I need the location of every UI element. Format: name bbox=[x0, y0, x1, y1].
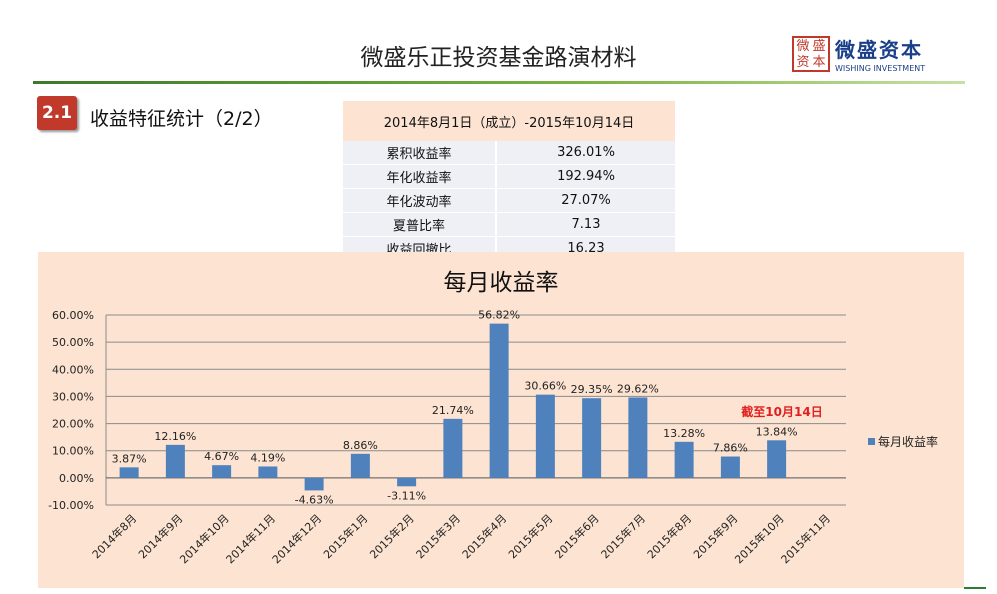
bar bbox=[582, 398, 602, 478]
data-label: 3.87% bbox=[112, 452, 147, 465]
stat-value: 326.01% bbox=[496, 141, 675, 165]
x-tick-label: 2015年2月 bbox=[367, 511, 417, 561]
logo-name: 微盛资本 bbox=[835, 38, 923, 62]
chart-annotation: 截至10月14日 bbox=[741, 404, 822, 419]
data-label: -3.11% bbox=[387, 489, 426, 502]
table-row: 年化收益率 192.94% bbox=[343, 164, 675, 189]
y-tick-label: 60.00% bbox=[52, 309, 94, 322]
footer-accent-line bbox=[964, 587, 986, 589]
data-label: 4.19% bbox=[250, 451, 285, 464]
bar bbox=[767, 440, 787, 478]
stat-value: 27.07% bbox=[496, 188, 675, 213]
logo-seal-char: 盛 bbox=[812, 39, 826, 54]
y-tick-label: 20.00% bbox=[52, 418, 94, 431]
monthly-return-chart: 每月收益率 -10.00% 0.00% 10.00% 20.00% 30.00% 40.0… bbox=[48, 270, 938, 566]
y-tick-label: 30.00% bbox=[52, 390, 94, 403]
y-tick-label: -10.00% bbox=[48, 499, 94, 512]
legend-swatch bbox=[868, 438, 875, 445]
x-tick-label: 2014年12月 bbox=[269, 511, 324, 566]
x-tick-label: 2015年6月 bbox=[552, 511, 602, 561]
chart-panel: 每月收益率 -10.00% 0.00% 10.00% 20.00% 30.00% 40.0… bbox=[38, 252, 964, 588]
data-label: 29.35% bbox=[571, 383, 613, 396]
bar bbox=[304, 477, 324, 491]
data-label: 7.86% bbox=[713, 442, 748, 455]
bar bbox=[212, 465, 232, 478]
logo-english: WISHING INVESTMENT bbox=[835, 64, 926, 73]
section-label: 收益特征统计（2/2） bbox=[90, 108, 273, 130]
table-row: 年化波动率 27.07% bbox=[343, 188, 675, 213]
stat-label: 夏普比率 bbox=[343, 212, 497, 237]
stat-value: 192.94% bbox=[496, 164, 675, 189]
x-tick-label: 2014年9月 bbox=[135, 511, 185, 561]
stat-label: 年化波动率 bbox=[343, 188, 497, 213]
data-label: 29.62% bbox=[617, 382, 659, 395]
y-tick-label: 0.00% bbox=[59, 472, 94, 485]
bar bbox=[350, 453, 370, 478]
page-title: 微盛乐正投资基金路演材料 bbox=[360, 45, 637, 71]
stat-label: 累积收益率 bbox=[343, 141, 497, 165]
x-tick-label: 2015年7月 bbox=[598, 511, 648, 561]
data-label: 13.28% bbox=[663, 427, 705, 440]
stat-label: 年化收益率 bbox=[343, 164, 497, 189]
data-label: 30.66% bbox=[524, 380, 566, 393]
logo-seal-char: 微 bbox=[796, 39, 810, 54]
bar bbox=[535, 394, 555, 478]
bar bbox=[628, 397, 648, 478]
data-label: 21.74% bbox=[432, 404, 474, 417]
data-label: 12.16% bbox=[154, 430, 196, 443]
table-row: 累积收益率 326.01% bbox=[343, 141, 675, 165]
y-tick-label: 50.00% bbox=[52, 336, 94, 349]
bar bbox=[119, 467, 139, 478]
table-row: 夏普比率 7.13 bbox=[343, 212, 675, 237]
data-label: 8.86% bbox=[343, 439, 378, 452]
bar bbox=[489, 323, 509, 478]
bar bbox=[674, 441, 694, 478]
bar bbox=[165, 444, 185, 478]
x-tick-label: 2015年3月 bbox=[413, 511, 463, 561]
logo-seal: 微 盛 资 本 bbox=[792, 36, 830, 72]
bar bbox=[720, 456, 740, 478]
bar bbox=[443, 418, 463, 478]
logo-seal-char: 资 bbox=[796, 55, 810, 70]
x-tick-label: 2015年9月 bbox=[690, 511, 740, 561]
stats-table-header: 2014年8月1日（成立）-2015年10月14日 bbox=[343, 101, 675, 141]
data-label: 13.84% bbox=[756, 425, 798, 438]
chart-title: 每月收益率 bbox=[444, 270, 559, 296]
stat-value: 7.13 bbox=[496, 212, 675, 237]
x-tick-label: 2015年1月 bbox=[320, 511, 370, 561]
x-tick-label: 2014年8月 bbox=[89, 511, 139, 561]
bar bbox=[397, 477, 417, 487]
data-label: 56.82% bbox=[478, 309, 520, 322]
stats-table: 2014年8月1日（成立）-2015年10月14日 累积收益率 326.01% … bbox=[343, 101, 675, 261]
x-tick-label: 2015年11月 bbox=[778, 511, 833, 566]
data-label: 4.67% bbox=[204, 450, 239, 463]
data-label: -4.63% bbox=[295, 493, 334, 506]
y-tick-label: 10.00% bbox=[52, 445, 94, 458]
section-number-badge: 2.1 bbox=[37, 96, 77, 130]
bar bbox=[258, 466, 278, 478]
logo-seal-char: 本 bbox=[812, 55, 826, 70]
x-tick-label: 2015年8月 bbox=[644, 511, 694, 561]
x-tick-label: 2015年5月 bbox=[505, 511, 555, 561]
y-tick-label: 40.00% bbox=[52, 363, 94, 376]
x-tick-label: 2015年4月 bbox=[459, 511, 509, 561]
header-divider bbox=[33, 81, 965, 84]
legend-label: 每月收益率 bbox=[878, 434, 938, 449]
